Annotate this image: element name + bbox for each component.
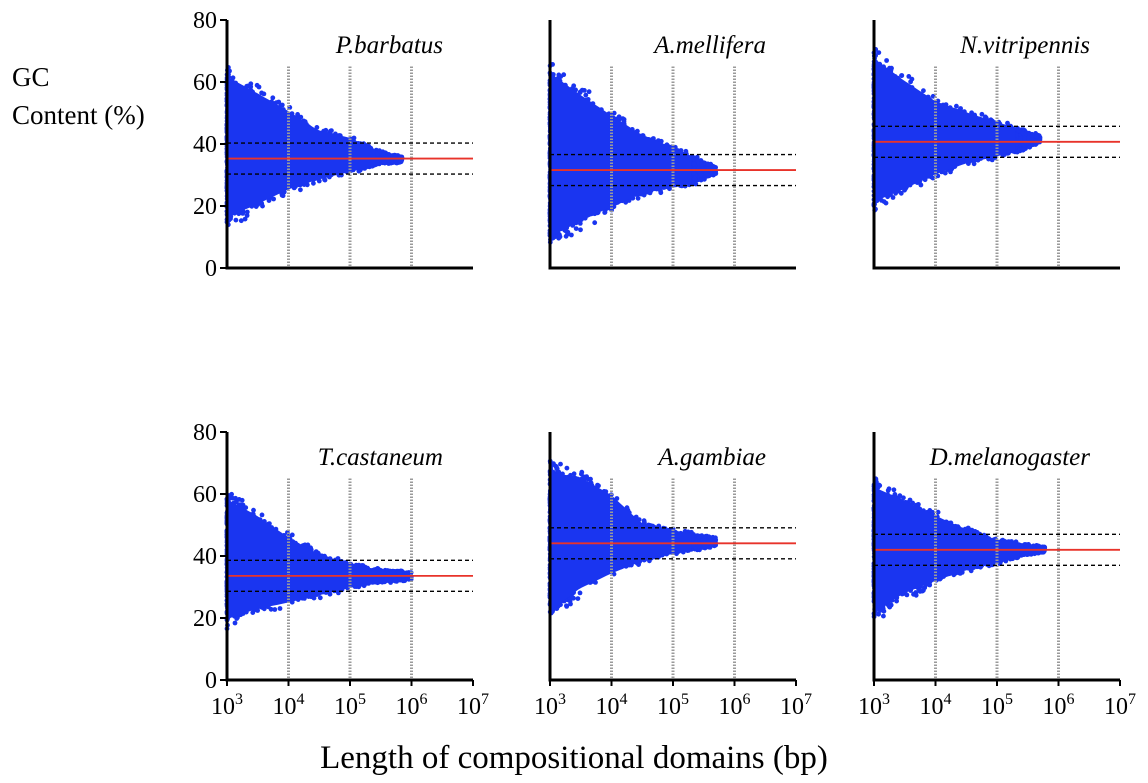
point — [573, 226, 579, 232]
point — [592, 220, 598, 226]
scatter-points — [547, 62, 719, 245]
point — [583, 92, 589, 98]
point — [244, 209, 250, 215]
point — [244, 213, 250, 218]
point — [261, 91, 267, 97]
point — [377, 148, 382, 154]
point — [316, 178, 322, 184]
point — [242, 216, 248, 222]
y-tick-label: 0 — [205, 256, 217, 282]
point — [271, 196, 276, 202]
point — [270, 95, 276, 101]
point-density-core — [227, 76, 376, 218]
point — [635, 195, 641, 201]
point — [314, 125, 320, 130]
x-axis-label: Length of compositional domains (bp) — [320, 740, 828, 776]
point — [253, 204, 259, 210]
point — [586, 89, 592, 95]
point — [375, 160, 380, 166]
panel-title: P.barbatus — [335, 32, 443, 59]
panel-1: A.mellifera — [547, 20, 796, 270]
point — [233, 217, 239, 223]
scatter-points — [224, 65, 405, 228]
point — [298, 114, 304, 120]
y-tick-label: 80 — [193, 8, 217, 34]
panel-0: 0 20 40 60 80 P.barbatus — [193, 8, 473, 282]
point — [393, 153, 398, 159]
point — [351, 135, 357, 141]
point — [266, 198, 272, 204]
point — [295, 112, 300, 117]
y-tick-label: 20 — [193, 194, 217, 220]
point — [260, 203, 265, 209]
point — [698, 177, 704, 183]
point — [311, 180, 316, 186]
point — [571, 83, 577, 89]
y-tick-label: 60 — [193, 70, 217, 96]
point — [238, 218, 244, 224]
point — [323, 127, 329, 133]
y-tick-label: 40 — [193, 132, 217, 158]
point — [380, 152, 386, 158]
point — [256, 84, 262, 90]
y-axis-label-line1: GC — [12, 62, 50, 92]
y-axis-label: GC Content (%) — [12, 58, 145, 134]
point — [705, 161, 711, 167]
point — [381, 159, 387, 165]
point — [398, 158, 404, 164]
y-axis-label-line2: Content (%) — [12, 100, 145, 130]
point — [556, 72, 562, 78]
point — [322, 177, 327, 182]
point — [578, 227, 583, 233]
point — [298, 187, 303, 193]
point — [329, 128, 334, 133]
